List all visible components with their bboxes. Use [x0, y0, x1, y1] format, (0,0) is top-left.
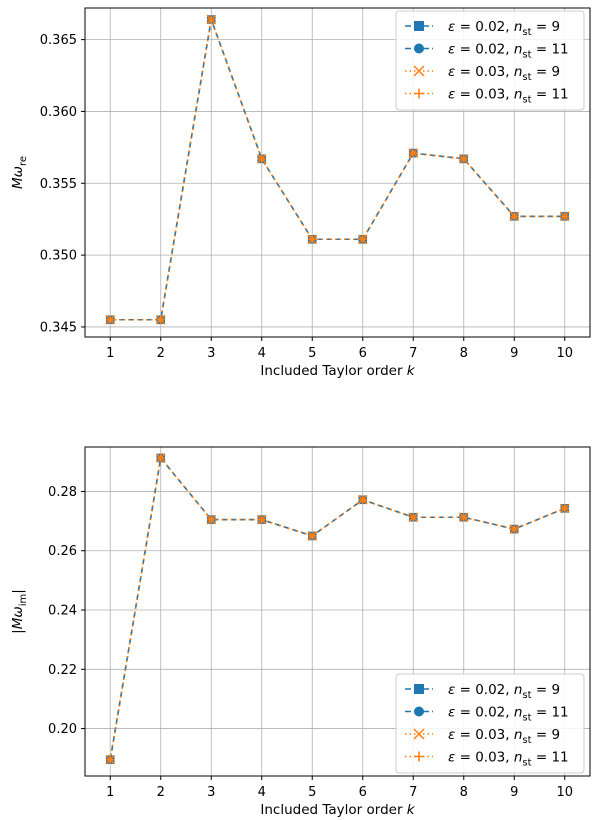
y-tick-label: 0.350 — [40, 249, 77, 264]
x-tick-label: 5 — [308, 785, 316, 800]
data-point — [206, 15, 216, 24]
x-tick-label: 7 — [409, 785, 417, 800]
data-point — [257, 515, 267, 524]
legend-entry: ε = 0.03, nst = 9 — [405, 727, 560, 746]
series-4 — [105, 453, 570, 764]
x-tick-label: 8 — [460, 785, 468, 800]
grid — [85, 8, 590, 337]
legend-entry: ε = 0.03, nst = 9 — [405, 64, 560, 83]
x-axis-label: Included Taylor order k — [260, 363, 415, 379]
data-point — [206, 515, 216, 524]
series-line — [109, 456, 566, 760]
legend-label: ε = 0.02, nst = 11 — [448, 42, 569, 61]
legend-label: ε = 0.02, nst = 11 — [448, 705, 569, 724]
plot-frame — [84, 7, 591, 338]
series-line — [110, 16, 565, 321]
data-point — [459, 154, 469, 164]
x-tick-label: 6 — [359, 346, 367, 361]
legend-label: ε = 0.03, nst = 9 — [448, 727, 560, 746]
legend-marker — [414, 43, 424, 54]
x-tick-label: 8 — [460, 346, 468, 361]
y-axis-label: Mωre — [10, 156, 29, 189]
y-tick-label: 0.360 — [40, 105, 77, 120]
x-tick-label: 9 — [510, 346, 518, 361]
y-tick-label: 0.365 — [40, 33, 77, 48]
legend-label: ε = 0.03, nst = 9 — [448, 64, 560, 83]
x-tick-label: 3 — [207, 346, 215, 361]
x-tick-label: 1 — [106, 346, 114, 361]
data-point — [358, 235, 368, 244]
x-axis-label: Included Taylor order k — [260, 802, 415, 818]
data-point — [156, 453, 166, 463]
legend-label: ε = 0.03, nst = 11 — [448, 750, 569, 769]
x-tick-label: 2 — [157, 346, 165, 361]
y-tick-label: 0.24 — [48, 604, 77, 619]
y-axis-label: |Mωim| — [10, 589, 29, 634]
x-tick-label: 10 — [556, 346, 573, 361]
legend-marker — [414, 706, 424, 717]
x-tick-label: 4 — [258, 346, 266, 361]
y-tick-label: 0.355 — [40, 177, 77, 192]
x-tick-label: 10 — [556, 785, 573, 800]
data-point — [156, 315, 166, 325]
y-tick-label: 0.26 — [48, 544, 77, 559]
data-point — [105, 755, 115, 764]
data-point — [358, 495, 368, 505]
y-tick-label: 0.22 — [48, 663, 77, 678]
x-tick-label: 4 — [258, 785, 266, 800]
series-4 — [105, 15, 570, 325]
legend-box — [395, 10, 585, 111]
legend-box — [395, 673, 585, 774]
data-point — [408, 148, 418, 158]
legend: ε = 0.02, nst = 9 ε = 0.02, nst = 11 ε = 0… — [395, 673, 585, 774]
data-point — [307, 531, 317, 541]
data-point — [459, 512, 469, 522]
data-point — [408, 512, 418, 522]
y-tick-label: 0.28 — [48, 485, 77, 500]
legend-marker — [414, 684, 424, 694]
x-tick-label: 5 — [308, 346, 316, 361]
legend-marker — [413, 728, 425, 740]
legend-entry: ε = 0.02, nst = 9 — [405, 682, 560, 701]
data-point — [509, 524, 519, 534]
data-point — [105, 315, 115, 325]
x-tick-label: 9 — [510, 785, 518, 800]
legend-entry: ε = 0.02, nst = 11 — [405, 42, 569, 61]
legend-label: ε = 0.02, nst = 9 — [448, 19, 560, 38]
legend-label: ε = 0.03, nst = 11 — [448, 87, 569, 106]
x-tick-label: 1 — [106, 785, 114, 800]
y-tick-label: 0.345 — [40, 320, 77, 335]
legend-marker — [414, 88, 424, 99]
bottom-panel-omega-im: 1 2 3 4 5 6 7 8 9 10 0.20 0.22 0.24 0.26 0.28 Included … — [10, 446, 591, 818]
top-panel-omega-re: 1 2 3 4 5 6 7 8 9 10 0.345 0.350 0.355 0.360 0.365 Incl… — [10, 7, 591, 379]
data-point — [307, 235, 317, 244]
data-point — [257, 154, 267, 164]
legend-entry: ε = 0.03, nst = 11 — [405, 87, 569, 106]
legend-entry: ε = 0.02, nst = 11 — [405, 705, 569, 724]
x-tick-label: 3 — [207, 785, 215, 800]
data-point — [560, 212, 570, 221]
legend-marker — [414, 21, 424, 31]
y-tick-label: 0.20 — [48, 722, 77, 737]
legend-label: ε = 0.02, nst = 9 — [448, 682, 560, 701]
legend-entry: ε = 0.02, nst = 9 — [405, 19, 560, 38]
plot-frame — [84, 446, 591, 777]
legend-entry: ε = 0.03, nst = 11 — [405, 750, 569, 769]
x-tick-label: 2 — [157, 785, 165, 800]
legend-marker — [413, 65, 425, 77]
x-tick-label: 7 — [409, 346, 417, 361]
data-point — [560, 504, 570, 513]
x-tick-label: 6 — [359, 785, 367, 800]
legend-marker — [414, 751, 424, 762]
legend: ε = 0.02, nst = 9 ε = 0.02, nst = 11 ε = 0… — [395, 10, 585, 111]
data-point — [509, 212, 519, 221]
